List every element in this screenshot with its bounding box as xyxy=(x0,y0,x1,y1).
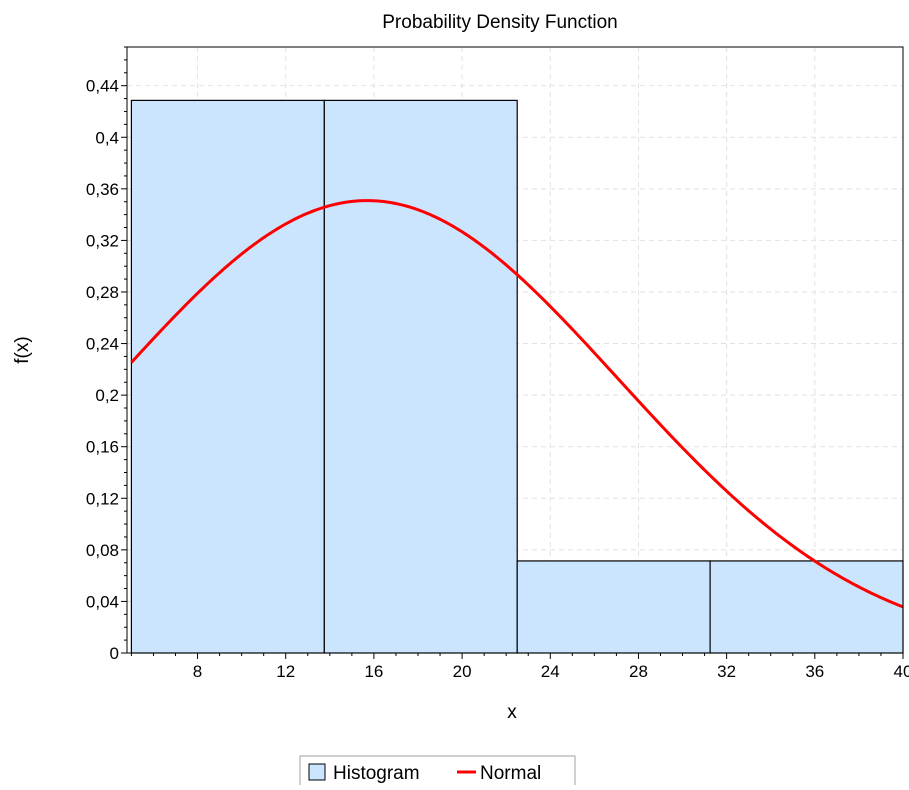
y-tick-label: 0,44 xyxy=(86,77,119,96)
histogram-bar xyxy=(516,560,711,654)
y-tick-label: 0,2 xyxy=(95,386,119,405)
legend: Histogram Normal xyxy=(299,755,576,790)
x-tick-label: 8 xyxy=(193,662,202,681)
x-axis: 8 12 16 20 24 28 32 36 40 xyxy=(130,653,909,681)
x-tick-label: 20 xyxy=(453,662,472,681)
x-tick-label: 24 xyxy=(541,662,560,681)
histogram-bar xyxy=(709,560,904,654)
x-tick-label: 36 xyxy=(805,662,824,681)
x-tick-label: 16 xyxy=(364,662,383,681)
normal-curve xyxy=(130,199,904,609)
y-tick-label: 0,04 xyxy=(86,592,119,611)
y-axis-title: f(x) xyxy=(12,336,33,363)
y-tick-label: 0,24 xyxy=(86,335,119,354)
x-axis-title: x xyxy=(507,702,517,723)
y-axis: 0 0,04 0,08 0,12 0,16 0,2 0,24 0,28 0,32 0,36 0,4 0… xyxy=(86,46,127,663)
legend-normal-label: Normal xyxy=(480,763,541,784)
y-tick-label: 0,32 xyxy=(86,231,119,250)
histogram-bars xyxy=(130,99,904,654)
y-tick-label: 0,28 xyxy=(86,283,119,302)
y-tick-label: 0,08 xyxy=(86,541,119,560)
x-tick-label: 12 xyxy=(276,662,295,681)
histogram-bar xyxy=(130,99,325,654)
x-tick-label: 40 xyxy=(894,662,909,681)
y-tick-label: 0,36 xyxy=(86,180,119,199)
y-tick-label: 0,4 xyxy=(95,128,119,147)
plot-frame xyxy=(126,46,904,654)
x-tick-label: 28 xyxy=(629,662,648,681)
normal-curve-layer xyxy=(130,199,904,609)
legend-box xyxy=(299,755,576,790)
legend-histogram-swatch xyxy=(308,763,326,781)
legend-histogram-label: Histogram xyxy=(333,763,420,784)
chart-title: Probability Density Function xyxy=(382,12,618,33)
y-tick-label: 0,16 xyxy=(86,438,119,457)
histogram-bar xyxy=(323,99,518,654)
y-tick-label: 0 xyxy=(110,644,119,663)
x-tick-label: 32 xyxy=(717,662,736,681)
y-tick-label: 0,12 xyxy=(86,489,119,508)
